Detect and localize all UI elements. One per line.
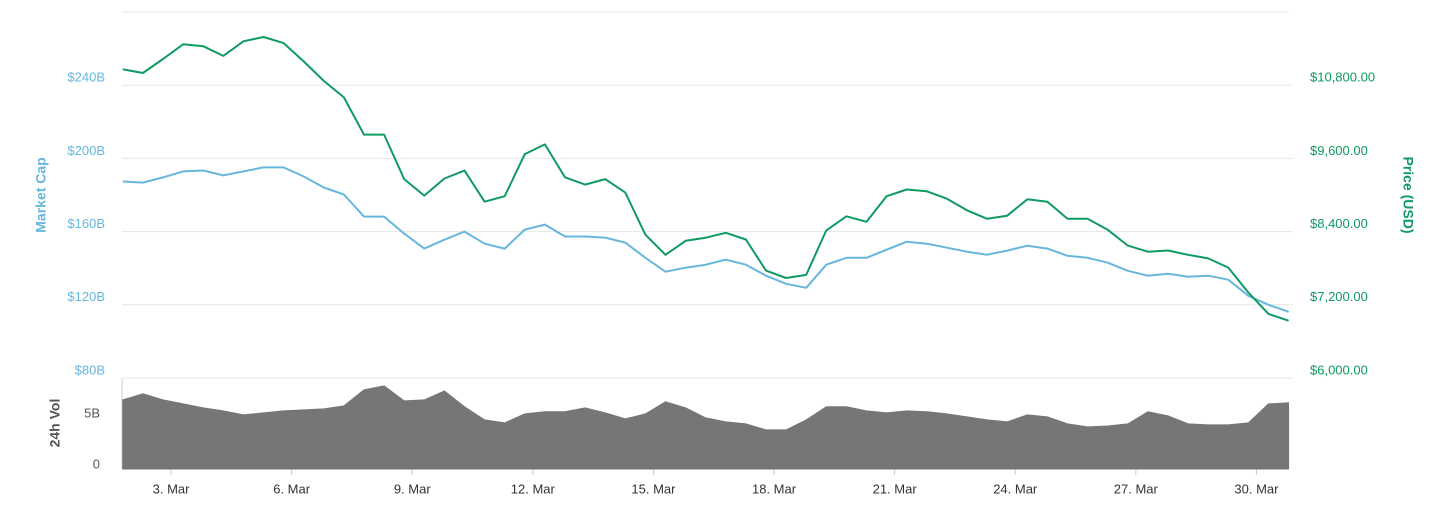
y-tick-label: 0	[93, 456, 100, 471]
y2-tick-label: $9,600.00	[1310, 143, 1368, 158]
x-tick-label: 24. Mar	[993, 481, 1038, 496]
x-tick-label: 3. Mar	[153, 481, 191, 496]
y-tick-label: $80B	[75, 362, 105, 377]
area-series	[122, 385, 1290, 470]
y-tick-label: $160B	[67, 216, 105, 231]
x-tick-label: 30. Mar	[1234, 481, 1279, 496]
y2-tick-label: $7,200.00	[1310, 289, 1368, 304]
y-tick-label: $120B	[67, 289, 105, 304]
x-tick-label: 27. Mar	[1114, 481, 1159, 496]
volume-axis-title: 24h Vol	[47, 399, 63, 448]
y-tick-label: $240B	[67, 70, 105, 85]
y-tick-label: $200B	[67, 143, 105, 158]
line-series	[122, 36, 1289, 322]
y2-axis-title: Price (USD)	[1400, 156, 1416, 233]
y2-tick-label: $6,000.00	[1310, 362, 1368, 377]
y2-tick-label: $10,800.00	[1310, 70, 1375, 85]
y-axis-title: Market Cap	[33, 157, 49, 232]
x-tick-label: 18. Mar	[752, 481, 797, 496]
line-series	[122, 166, 1289, 313]
y-tick-label: 5B	[84, 405, 100, 420]
y2-tick-label: $8,400.00	[1310, 216, 1368, 231]
x-tick-label: 21. Mar	[873, 481, 918, 496]
x-tick-label: 6. Mar	[273, 481, 311, 496]
x-tick-label: 15. Mar	[631, 481, 676, 496]
x-tick-label: 12. Mar	[511, 481, 556, 496]
x-tick-label: 9. Mar	[394, 481, 432, 496]
